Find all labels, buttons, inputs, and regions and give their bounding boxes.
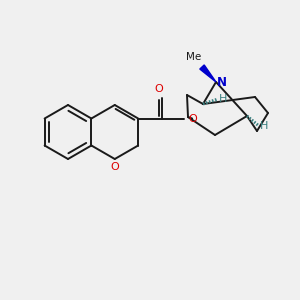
Text: N: N	[217, 76, 227, 88]
Text: H: H	[219, 94, 227, 104]
Text: Me: Me	[186, 52, 202, 62]
Polygon shape	[200, 65, 216, 82]
Text: O: O	[155, 83, 164, 94]
Text: H: H	[260, 121, 268, 131]
Text: O: O	[110, 162, 119, 172]
Text: O: O	[188, 113, 197, 124]
